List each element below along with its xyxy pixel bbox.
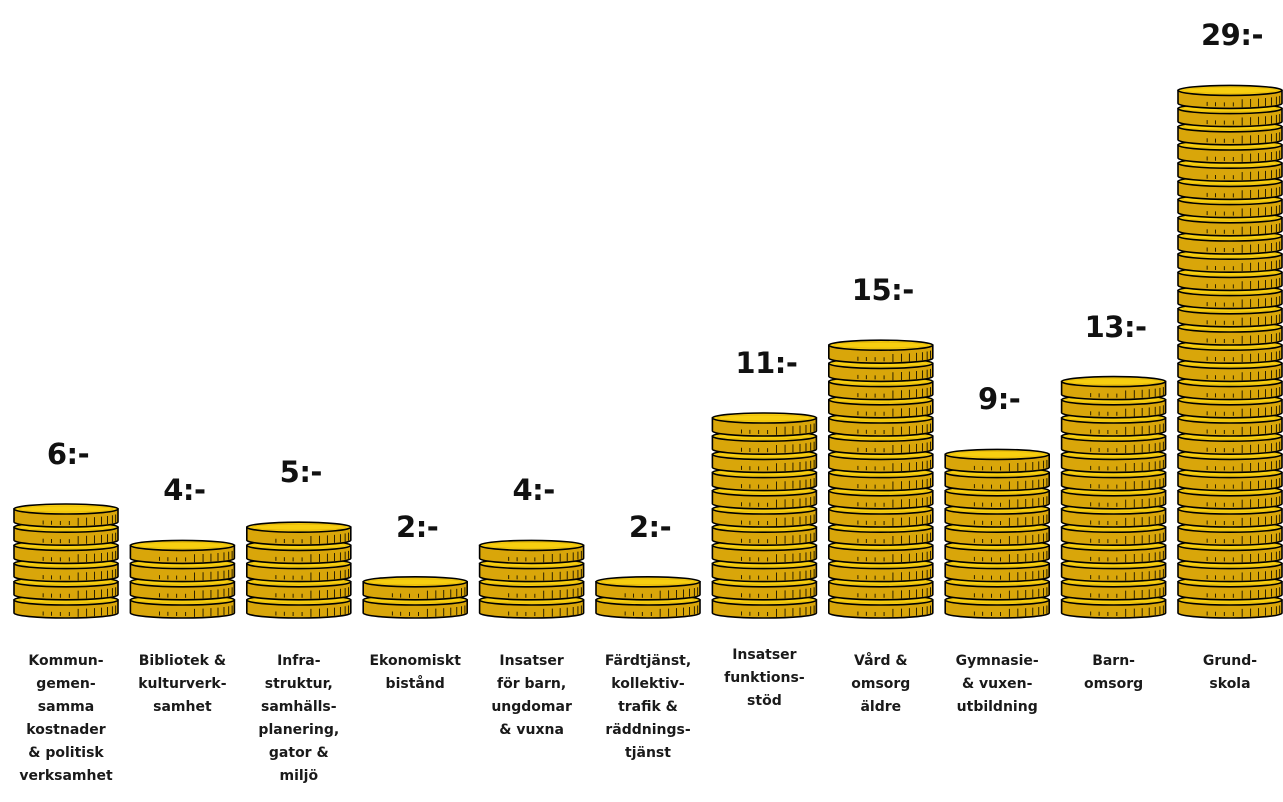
value-label: 9:-: [978, 382, 1021, 417]
coin-stack-4: [362, 575, 469, 619]
value-label: 6:-: [46, 437, 90, 471]
value-label: 2:-: [396, 509, 439, 544]
coin-stack-11: [1177, 84, 1283, 619]
value-label: 4:-: [512, 473, 555, 508]
value-label: 4:-: [163, 473, 206, 508]
category-label: Infra- struktur, samhälls- planering, ga…: [258, 653, 340, 784]
value-label: 13:-: [1084, 309, 1148, 344]
coin-stack-1: [13, 503, 119, 619]
value-label: 29:-: [1201, 18, 1264, 53]
coin-stack-10: [1060, 375, 1167, 619]
coin-stack-6: [595, 575, 701, 619]
coin-stack-7: [711, 412, 818, 619]
value-label: 11:-: [735, 346, 798, 380]
category-label: Grund- skola: [1202, 653, 1258, 692]
category-label: Kommun- gemen- samma kostnader & politis…: [19, 653, 113, 784]
category-label: Gymnasie- & vuxen- utbildning: [955, 653, 1039, 715]
category-label: Ekonomiskt bistånd: [369, 653, 461, 692]
category-label: Insatser funktions- stöd: [724, 647, 805, 709]
category-label: Insatser för barn, ungdomar & vuxna: [491, 653, 572, 738]
coin-stack-9: [944, 448, 1051, 619]
coin-stack-3: [245, 521, 352, 619]
category-label: Barn- omsorg: [1084, 653, 1144, 692]
value-label: 15:-: [851, 273, 915, 308]
coin-stack-8: [827, 339, 934, 619]
coin-stack-2: [129, 539, 236, 619]
category-label: Bibliotek & kulturverk- samhet: [138, 653, 227, 715]
category-label: Vård & omsorg äldre: [851, 653, 911, 715]
coin-stack-5: [478, 539, 585, 619]
value-label: 5:-: [279, 455, 323, 490]
category-label: Färdtjänst, kollektiv- trafik & räddning…: [604, 653, 692, 761]
value-label: 2:-: [628, 509, 672, 544]
